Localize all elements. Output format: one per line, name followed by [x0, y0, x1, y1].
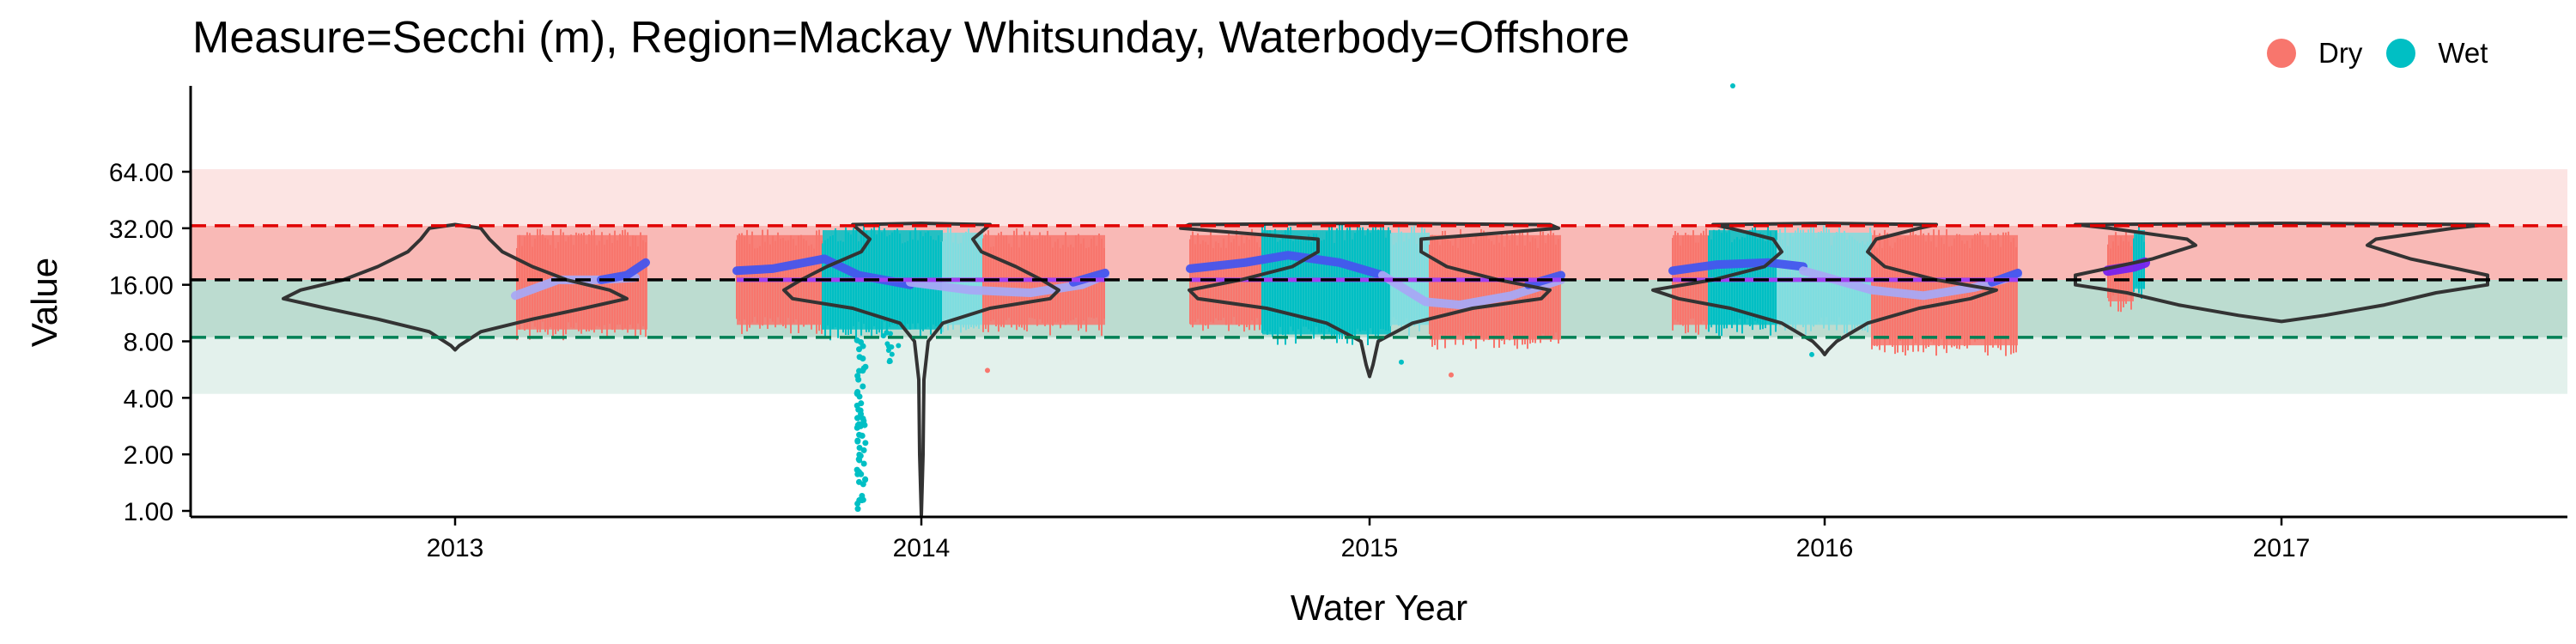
outlier-point-2014: [860, 447, 867, 453]
outlier-point-2014: [896, 343, 902, 349]
legend: Dry Wet: [2267, 34, 2512, 72]
outlier-point-2014: [885, 348, 891, 354]
outlier-point-2014: [856, 469, 863, 476]
violin-2015: [1179, 222, 1560, 379]
x-tick-label: 2016: [1796, 534, 1854, 562]
outlier-point-2014: [880, 333, 886, 339]
outlier-point-2014: [854, 373, 861, 380]
smooth-line-2013: [597, 258, 650, 284]
y-tick-label: 64.00: [109, 159, 173, 187]
outlier-point-2015: [1449, 372, 1454, 378]
outlier-point-2014: [860, 481, 866, 488]
outlier-point-2014: [860, 368, 866, 374]
outlier-point-2014: [854, 391, 860, 398]
outlier-point-2014: [856, 354, 863, 361]
outlier-point-2014: [862, 440, 869, 447]
axes: 1.00 2.00 4.00 8.00 16.00 32.00 64.00 2013 2014 2…: [24, 86, 2567, 628]
legend-key-wet: [2386, 39, 2416, 68]
violin-2013: [282, 222, 629, 352]
y-tick-label: 32.00: [109, 216, 173, 244]
violin-2017: [2074, 222, 2489, 324]
outlier-point-2014: [856, 346, 863, 353]
x-tick-label: 2017: [2253, 534, 2311, 562]
outlier-point-2014: [887, 357, 893, 363]
smooth-line-2015-light: [1378, 270, 1565, 310]
violin-outlines: [282, 222, 2489, 517]
band-3: [191, 169, 2567, 226]
legend-item-wet: Wet: [2386, 37, 2488, 70]
outlier-point-2015: [1399, 359, 1404, 365]
outlier-point-2014: [860, 460, 867, 467]
chart-title: Measure=Secchi (m), Region=Mackay Whitsu…: [192, 13, 1630, 63]
legend-label-dry: Dry: [2318, 37, 2363, 69]
x-tick-label: 2015: [1341, 534, 1399, 562]
y-tick-label: 4.00: [124, 385, 173, 413]
y-tick-label: 16.00: [109, 272, 173, 301]
outlier-point-2014: [889, 351, 895, 357]
band-0: [191, 337, 2567, 394]
violin-2016: [1651, 222, 1998, 356]
smooth-line-2016: [1668, 258, 1807, 276]
data-series: [511, 83, 2150, 513]
y-tick-label: 1.00: [124, 498, 173, 526]
outlier-point-2014: [858, 410, 865, 417]
outlier-point-2014: [860, 383, 866, 390]
smooth-line-2015: [1186, 251, 1387, 280]
outlier-point-2016: [1809, 351, 1814, 357]
outlier-point-2014: [854, 437, 861, 444]
outlier-point-2014: [854, 415, 860, 422]
legend-item-dry: Dry: [2267, 37, 2362, 70]
outlier-point-2014: [985, 368, 990, 374]
outlier-point-2014: [856, 497, 863, 504]
violin-2014: [782, 222, 1060, 517]
smooth-line-2017: [2103, 257, 2150, 276]
x-tick-label: 2014: [893, 534, 951, 562]
x-tick-label: 2013: [427, 534, 484, 562]
y-axis-label: Value: [24, 258, 64, 347]
legend-label-wet: Wet: [2438, 37, 2488, 69]
x-axis-label: Water Year: [1291, 587, 1467, 628]
outlier-point-2014: [856, 457, 863, 464]
outlier-point-2014: [854, 337, 860, 343]
outlier-point-2014: [888, 331, 894, 337]
outlier-point-2014: [854, 506, 861, 513]
outlier-point-2014: [854, 402, 860, 409]
y-tick-label: 8.00: [124, 329, 173, 357]
outlier-point-2014: [854, 422, 861, 428]
legend-key-dry: [2267, 39, 2296, 68]
outlier-point-2014: [860, 416, 866, 422]
reference-lines: [191, 224, 2567, 339]
outlier-point-2014: [856, 452, 863, 459]
outlier-point-2014: [856, 431, 863, 438]
y-tick-label: 2.00: [124, 441, 173, 470]
outlier-point-2014: [885, 343, 891, 349]
outlier-point-2016: [1730, 83, 1735, 88]
